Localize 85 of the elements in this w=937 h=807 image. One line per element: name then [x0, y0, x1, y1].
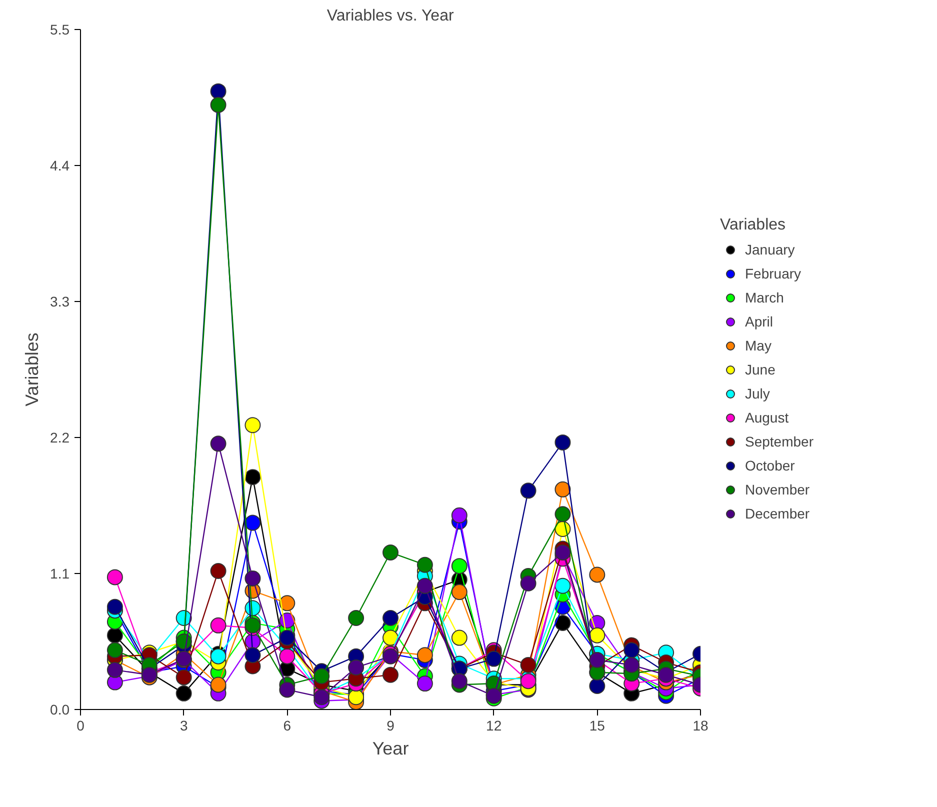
- point: [658, 666, 674, 683]
- point: [382, 630, 398, 646]
- y-axis-title: Variables: [22, 332, 42, 406]
- point: [382, 610, 398, 626]
- legend-label: December: [745, 505, 810, 521]
- point: [244, 647, 261, 664]
- point: [520, 657, 536, 673]
- point: [554, 578, 571, 594]
- legend-label: June: [745, 361, 776, 377]
- point: [416, 578, 433, 594]
- point: [210, 676, 226, 693]
- y-tick-label: 0.0: [50, 702, 70, 718]
- x-tick-label: 18: [692, 718, 708, 734]
- legend-title: Variables: [720, 216, 787, 234]
- legend-label: September: [745, 433, 814, 449]
- legend-label: March: [745, 289, 784, 305]
- x-tick-label: 6: [283, 718, 292, 734]
- point: [314, 689, 330, 706]
- point: [106, 627, 123, 644]
- point: [589, 566, 606, 583]
- point: [106, 569, 123, 586]
- point: [554, 506, 571, 522]
- point: [106, 642, 123, 658]
- x-tick-label: 12: [486, 718, 502, 734]
- point: [589, 678, 606, 694]
- point: [210, 96, 226, 113]
- legend-label: May: [745, 337, 772, 353]
- point: [451, 584, 468, 600]
- y-tick-label: 5.5: [50, 22, 70, 38]
- point: [554, 614, 571, 631]
- x-tick-label: 15: [589, 718, 606, 734]
- point: [279, 682, 296, 698]
- point: [314, 668, 330, 684]
- x-tick-label: 3: [180, 718, 188, 734]
- y-tick-label: 4.4: [50, 158, 70, 174]
- legend-label: February: [745, 265, 802, 281]
- point: [486, 650, 502, 667]
- point: [416, 556, 433, 573]
- x-tick-label: 0: [76, 718, 85, 734]
- point: [451, 673, 468, 690]
- point: [554, 434, 571, 450]
- point: [451, 507, 468, 524]
- point: [520, 673, 536, 690]
- legend-label: April: [745, 313, 774, 329]
- point: [348, 659, 364, 676]
- point: [210, 617, 226, 634]
- point: [589, 627, 606, 644]
- legend-label: July: [745, 385, 770, 401]
- point: [210, 83, 226, 100]
- point: [416, 676, 433, 692]
- point: [279, 648, 296, 664]
- point: [244, 514, 261, 531]
- point: [520, 482, 536, 499]
- point: [348, 610, 364, 626]
- point: [244, 570, 261, 586]
- point: [624, 642, 640, 658]
- point: [348, 689, 364, 706]
- x-axis-title: Year: [372, 738, 409, 758]
- point: [382, 544, 398, 560]
- point: [210, 436, 226, 452]
- point: [176, 669, 192, 686]
- point: [416, 647, 433, 664]
- point: [554, 544, 571, 560]
- point: [244, 469, 261, 486]
- point: [244, 417, 261, 434]
- point: [451, 630, 468, 646]
- point: [451, 558, 468, 574]
- y-tick-label: 1.1: [50, 566, 70, 582]
- point: [176, 685, 192, 702]
- y-tick-label: 2.2: [50, 430, 70, 446]
- chart-title: Variables vs. Year: [326, 8, 454, 24]
- y-tick-label: 3.3: [50, 294, 70, 310]
- point: [279, 595, 296, 612]
- point: [210, 563, 226, 580]
- legend-label: August: [745, 409, 789, 425]
- point: [554, 481, 571, 498]
- point: [106, 598, 123, 615]
- legend-label: January: [745, 241, 795, 257]
- point: [279, 630, 296, 646]
- point: [382, 666, 398, 683]
- legend-label: November: [745, 481, 810, 497]
- legend-label: October: [745, 457, 795, 473]
- point: [520, 575, 536, 592]
- point: [106, 662, 123, 678]
- x-tick-label: 9: [386, 718, 395, 734]
